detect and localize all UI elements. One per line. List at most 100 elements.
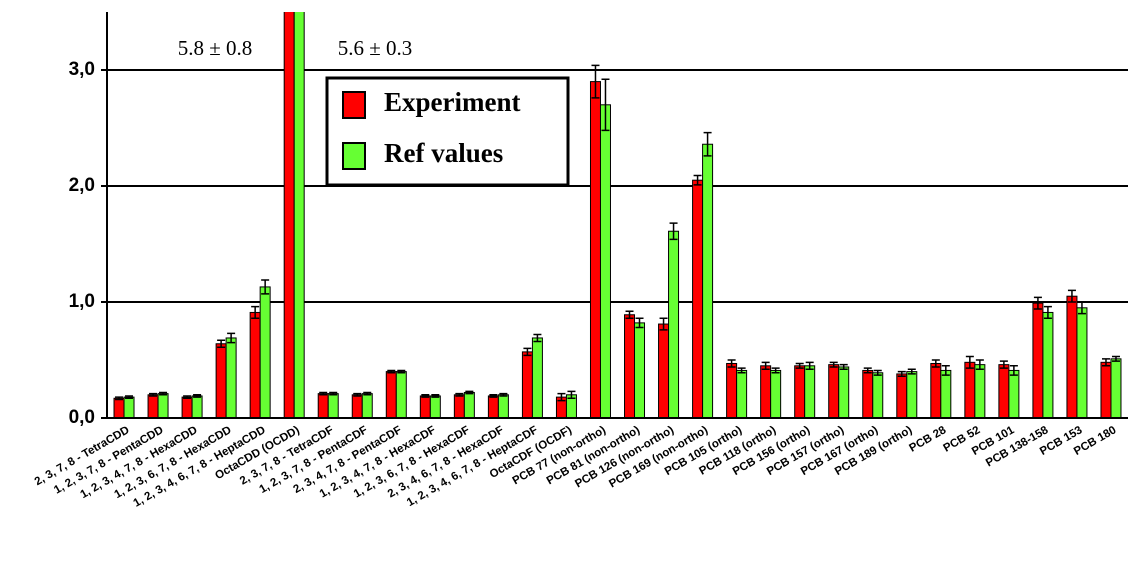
error-bar: [601, 78, 610, 132]
bar: [419, 395, 431, 418]
bar: [327, 393, 339, 418]
bar: [351, 394, 363, 418]
bar: [634, 322, 646, 418]
bar: [225, 337, 237, 418]
error-bar: [567, 390, 576, 400]
error-bar: [703, 131, 712, 157]
bar: [521, 351, 533, 418]
legend: [325, 76, 570, 187]
bar: [692, 179, 704, 418]
error-bar: [159, 391, 168, 396]
error-bar: [737, 367, 746, 374]
error-bar: [839, 363, 848, 371]
bar: [293, 12, 305, 418]
error-bar: [533, 333, 542, 343]
error-bar: [635, 317, 644, 329]
bar: [702, 143, 714, 418]
error-bar: [1043, 305, 1052, 319]
legend-swatch: [342, 91, 366, 119]
bar: [497, 394, 509, 418]
error-bar: [387, 369, 396, 374]
error-bar: [227, 332, 236, 344]
bar: [249, 311, 261, 418]
error-bar: [625, 310, 634, 319]
bar: [317, 393, 329, 418]
bar: [930, 362, 942, 418]
bar: [760, 365, 772, 418]
y-tick-label: 1,0: [69, 291, 95, 312]
error-bar: [829, 361, 838, 368]
error-bar: [557, 392, 566, 402]
bar: [1008, 369, 1020, 418]
bar: [259, 286, 271, 418]
bar: [589, 81, 601, 418]
legend-swatch: [342, 142, 366, 170]
error-bar: [907, 368, 916, 375]
annotation: 5.6 ± 0.3: [338, 36, 413, 60]
error-bar: [727, 359, 736, 368]
error-bar: [499, 392, 508, 397]
error-bar: [329, 391, 338, 396]
bar: [940, 369, 952, 418]
error-bar: [659, 317, 668, 331]
error-bar: [489, 394, 498, 398]
bar: [872, 372, 884, 418]
error-bar: [397, 369, 406, 374]
grid: [101, 69, 1128, 419]
error-bar: [795, 362, 804, 369]
error-bar: [125, 395, 134, 400]
bar: [1032, 302, 1044, 418]
bar: [1110, 358, 1122, 418]
bar: [385, 371, 397, 418]
error-bar: [455, 392, 464, 397]
bar: [429, 395, 441, 418]
error-bar: [193, 394, 202, 398]
y-tick-label: 2,0: [69, 175, 95, 196]
error-bar: [1077, 301, 1086, 315]
bar: [181, 396, 193, 418]
error-bar: [183, 395, 192, 400]
bar: [770, 369, 782, 418]
bar: [487, 395, 499, 418]
y-tick-label: 3,0: [69, 59, 95, 80]
bar: [1066, 295, 1078, 418]
bar: [804, 365, 816, 418]
bars: [113, 12, 1122, 418]
error-bar: [363, 391, 372, 396]
error-bar: [965, 355, 974, 369]
bar: [974, 364, 986, 418]
bar: [736, 369, 748, 418]
error-bar: [693, 174, 702, 186]
error-bar: [523, 347, 532, 357]
error-bar: [931, 359, 940, 368]
bar: [726, 362, 738, 418]
bar: [123, 396, 135, 418]
bar: [1076, 307, 1088, 418]
error-bar: [217, 339, 226, 348]
error-bar: [421, 394, 430, 398]
error-bar: [999, 360, 1008, 369]
bar: [113, 397, 125, 418]
error-bar: [1111, 355, 1120, 362]
bar: [964, 361, 976, 418]
error-bar: [1067, 289, 1076, 303]
bar: [862, 369, 874, 418]
error-bar: [431, 394, 440, 398]
error-bar: [761, 361, 770, 371]
annotation: 5.8 ± 0.8: [178, 36, 253, 60]
bar: [463, 391, 475, 418]
error-bar: [261, 279, 270, 295]
error-bar: [805, 361, 814, 371]
error-bar: [251, 305, 260, 319]
bar: [453, 394, 465, 418]
bar: [896, 373, 908, 418]
bar: [215, 343, 227, 418]
bar: [794, 365, 806, 418]
bar: [998, 364, 1010, 418]
bar: [599, 104, 611, 418]
error-bar: [319, 391, 328, 396]
bar: [668, 230, 680, 418]
error-bar: [149, 392, 158, 397]
